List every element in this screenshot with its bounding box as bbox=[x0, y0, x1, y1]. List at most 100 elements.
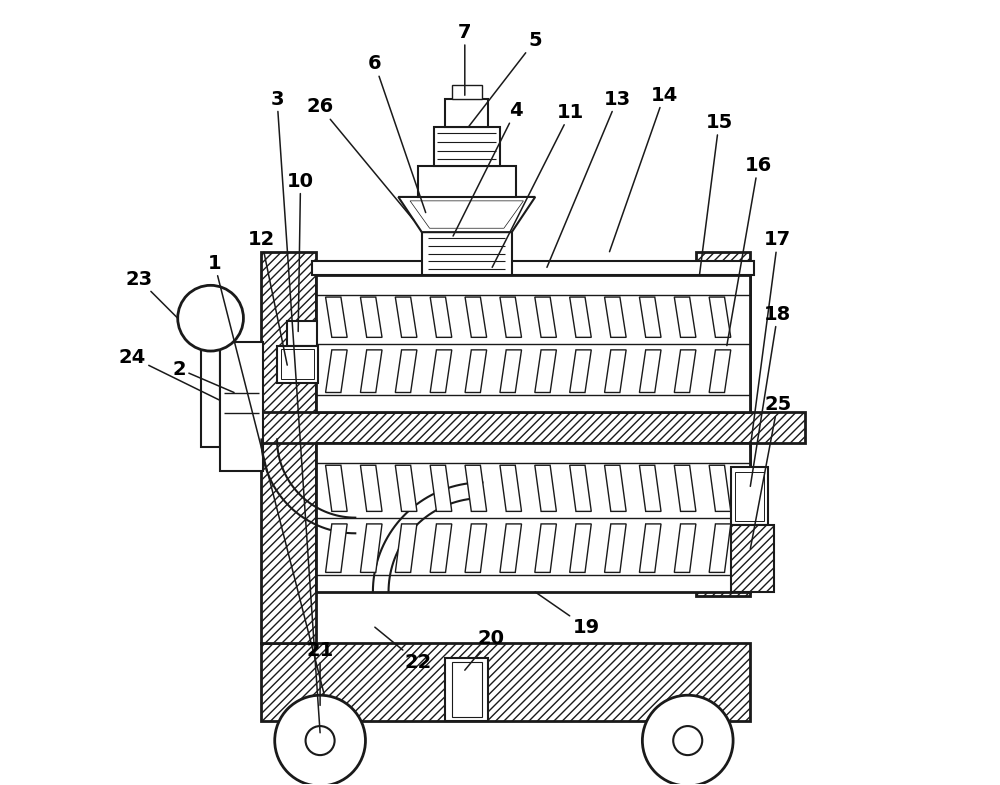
Text: 7: 7 bbox=[458, 24, 472, 95]
Text: 23: 23 bbox=[125, 269, 178, 318]
Polygon shape bbox=[395, 466, 417, 511]
Text: 26: 26 bbox=[306, 97, 414, 221]
Text: 10: 10 bbox=[287, 172, 314, 331]
Polygon shape bbox=[535, 466, 556, 511]
Polygon shape bbox=[465, 297, 487, 338]
Polygon shape bbox=[360, 350, 382, 392]
Polygon shape bbox=[410, 201, 523, 228]
Polygon shape bbox=[535, 297, 556, 338]
Polygon shape bbox=[674, 297, 696, 338]
Text: 20: 20 bbox=[465, 630, 504, 670]
Polygon shape bbox=[326, 350, 347, 392]
Text: 22: 22 bbox=[375, 627, 431, 672]
Polygon shape bbox=[398, 197, 535, 232]
Polygon shape bbox=[570, 524, 591, 572]
Text: 18: 18 bbox=[750, 305, 791, 487]
Bar bbox=[312, 261, 754, 276]
Polygon shape bbox=[570, 350, 591, 392]
Polygon shape bbox=[500, 466, 522, 511]
Polygon shape bbox=[465, 466, 487, 511]
Polygon shape bbox=[639, 297, 661, 338]
Bar bbox=[277, 345, 318, 383]
Text: 3: 3 bbox=[270, 89, 320, 732]
Text: 16: 16 bbox=[727, 156, 772, 345]
Circle shape bbox=[178, 285, 243, 351]
Polygon shape bbox=[639, 524, 661, 572]
Polygon shape bbox=[326, 297, 347, 338]
Polygon shape bbox=[674, 350, 696, 392]
Polygon shape bbox=[535, 524, 556, 572]
Polygon shape bbox=[430, 297, 452, 338]
Text: 15: 15 bbox=[699, 113, 733, 276]
Text: 25: 25 bbox=[750, 395, 791, 549]
Text: 14: 14 bbox=[610, 86, 678, 252]
Circle shape bbox=[673, 726, 702, 755]
Bar bbox=[445, 659, 488, 721]
Polygon shape bbox=[500, 524, 522, 572]
Bar bbox=[434, 126, 500, 166]
Polygon shape bbox=[395, 297, 417, 338]
Polygon shape bbox=[395, 350, 417, 392]
Bar bbox=[261, 252, 316, 643]
Polygon shape bbox=[605, 524, 626, 572]
Bar bbox=[696, 252, 750, 596]
Text: 24: 24 bbox=[119, 348, 220, 400]
Text: 11: 11 bbox=[492, 103, 584, 268]
Text: 2: 2 bbox=[172, 360, 234, 392]
Polygon shape bbox=[465, 524, 487, 572]
Polygon shape bbox=[639, 466, 661, 511]
Bar bbox=[452, 663, 482, 717]
Polygon shape bbox=[395, 524, 417, 572]
Bar bbox=[261, 412, 805, 444]
Bar bbox=[261, 643, 750, 721]
Text: 21: 21 bbox=[306, 641, 334, 706]
Bar bbox=[731, 525, 774, 592]
Polygon shape bbox=[570, 466, 591, 511]
Polygon shape bbox=[326, 524, 347, 572]
Polygon shape bbox=[605, 297, 626, 338]
Text: 17: 17 bbox=[750, 231, 791, 447]
Polygon shape bbox=[360, 524, 382, 572]
Polygon shape bbox=[709, 466, 731, 511]
Circle shape bbox=[642, 696, 733, 785]
Polygon shape bbox=[360, 466, 382, 511]
Polygon shape bbox=[465, 350, 487, 392]
Circle shape bbox=[306, 726, 335, 755]
Bar bbox=[316, 444, 750, 592]
Bar bbox=[418, 166, 516, 197]
Circle shape bbox=[275, 696, 365, 785]
Bar bbox=[660, 713, 715, 725]
Polygon shape bbox=[709, 524, 731, 572]
Polygon shape bbox=[570, 297, 591, 338]
Polygon shape bbox=[500, 297, 522, 338]
Text: 6: 6 bbox=[368, 54, 426, 213]
Text: 5: 5 bbox=[469, 31, 542, 126]
Text: 1: 1 bbox=[208, 254, 324, 694]
Text: 13: 13 bbox=[547, 89, 631, 268]
Polygon shape bbox=[605, 350, 626, 392]
Polygon shape bbox=[430, 350, 452, 392]
Text: 12: 12 bbox=[248, 231, 287, 365]
Polygon shape bbox=[605, 466, 626, 511]
Bar bbox=[422, 232, 512, 276]
Bar bbox=[281, 349, 314, 379]
Polygon shape bbox=[326, 466, 347, 511]
Polygon shape bbox=[430, 524, 452, 572]
Polygon shape bbox=[674, 524, 696, 572]
Polygon shape bbox=[535, 350, 556, 392]
Bar bbox=[293, 713, 347, 725]
Bar bbox=[316, 276, 750, 412]
Polygon shape bbox=[360, 297, 382, 338]
Bar bbox=[452, 85, 482, 99]
Polygon shape bbox=[674, 466, 696, 511]
Text: 4: 4 bbox=[453, 101, 522, 236]
Polygon shape bbox=[430, 466, 452, 511]
Polygon shape bbox=[709, 297, 731, 338]
Bar bbox=[287, 320, 317, 345]
Bar bbox=[735, 472, 764, 520]
Bar bbox=[201, 318, 220, 447]
Polygon shape bbox=[709, 350, 731, 392]
Polygon shape bbox=[639, 350, 661, 392]
Bar bbox=[731, 467, 768, 525]
Polygon shape bbox=[500, 350, 522, 392]
